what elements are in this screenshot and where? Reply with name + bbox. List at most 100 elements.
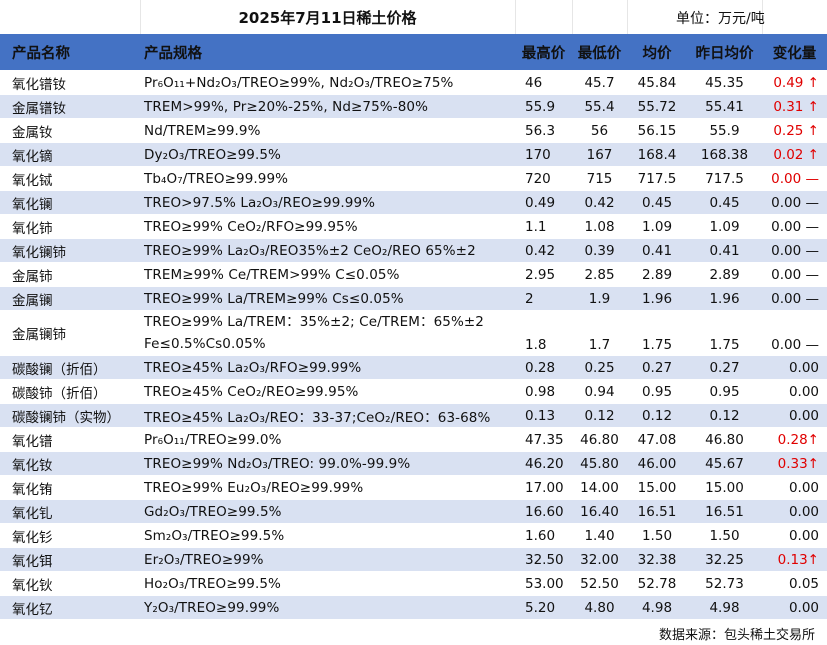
low-price-cell: 52.50	[572, 571, 627, 596]
avg-price-cell: 0.45	[627, 190, 687, 215]
product-spec-cell: TREO≥99% Eu₂O₃/REO≥99.99%	[140, 475, 515, 500]
low-price-cell: 0.94	[572, 379, 627, 404]
prev-avg-price-cell: 16.51	[687, 499, 762, 524]
low-price-cell: 56	[572, 118, 627, 143]
product-name-cell: 氧化镝	[0, 142, 140, 167]
product-spec-cell: TREO≥99% CeO₂/RFO≥99.95%	[140, 214, 515, 239]
prev-avg-price-cell: 55.9	[687, 118, 762, 143]
avg-price-cell: 45.84	[627, 70, 687, 95]
change-cell: 0.00	[762, 595, 827, 620]
product-name-cell: 氧化镨钕	[0, 70, 140, 95]
table-row: 金属铈 TREM≥99% Ce/TREM>99% C≤0.05% 2.95 2.85 2…	[0, 262, 827, 287]
table-row: 氧化镧铈 TREO≥99% La₂O₃/REO35%±2 CeO₂/REO 65%…	[0, 238, 827, 263]
product-spec-cell: Pr₆O₁₁/TREO≥99.0%	[140, 427, 515, 452]
product-name-cell: 碳酸铈（折佰）	[0, 379, 140, 404]
low-price-cell: 0.25	[572, 355, 627, 380]
prev-avg-price-cell: 1.75	[687, 310, 762, 356]
product-spec-cell: TREO≥45% La₂O₃/REO：33-37;CeO₂/REO：63-68%	[140, 403, 515, 428]
high-price-cell: 720	[515, 166, 572, 191]
product-spec-cell: TREM≥99% Ce/TREM>99% C≤0.05%	[140, 262, 515, 287]
table-row: 氧化钬 Ho₂O₃/TREO≥99.5% 53.00 52.50 52.78 52.73 0…	[0, 571, 827, 596]
product-name-cell: 氧化镨	[0, 427, 140, 452]
low-price-cell: 16.40	[572, 499, 627, 524]
table-row: 氧化钆 Gd₂O₃/TREO≥99.5% 16.60 16.40 16.51 16.51 0…	[0, 499, 827, 524]
high-price-cell: 1.1	[515, 214, 572, 239]
low-price-cell: 55.4	[572, 94, 627, 119]
product-name-cell: 氧化钇	[0, 595, 140, 620]
change-cell: 0.13↑	[762, 547, 827, 572]
high-price-cell: 46	[515, 70, 572, 95]
prev-avg-price-cell: 0.41	[687, 238, 762, 263]
high-price-cell: 5.20	[515, 595, 572, 620]
product-name-cell: 金属铈	[0, 262, 140, 287]
product-name-cell: 金属镧铈	[0, 310, 140, 356]
avg-price-cell: 32.38	[627, 547, 687, 572]
prev-avg-price-cell: 52.73	[687, 571, 762, 596]
prev-avg-price-cell: 1.50	[687, 523, 762, 548]
grid-line	[762, 0, 763, 34]
table-row: 碳酸镧铈（实物） TREO≥45% La₂O₃/REO：33-37;CeO₂/RE…	[0, 403, 827, 428]
table-row: 金属镧 TREO≥99% La/TREM≥99% Cs≤0.05% 2 1.9 1.96…	[0, 286, 827, 311]
grid-line	[572, 0, 573, 34]
avg-price-cell: 2.89	[627, 262, 687, 287]
product-spec-cell: Nd/TREM≥99.9%	[140, 118, 515, 143]
table-row: 氧化铒 Er₂O₃/TREO≥99% 32.50 32.00 32.38 32.25 0.1…	[0, 547, 827, 572]
high-price-cell: 32.50	[515, 547, 572, 572]
table-row: 氧化钕 TREO≥99% Nd₂O₃/TREO: 99.0%-99.9% 46.20…	[0, 451, 827, 476]
product-spec-cell: TREO≥99% La₂O₃/REO35%±2 CeO₂/REO 65%±2	[140, 238, 515, 263]
avg-price-cell: 46.00	[627, 451, 687, 476]
product-name-cell: 氧化镧	[0, 190, 140, 215]
high-price-cell: 47.35	[515, 427, 572, 452]
product-name-cell: 氧化铈	[0, 214, 140, 239]
grid-line	[515, 0, 516, 34]
prev-avg-price-cell: 168.38	[687, 142, 762, 167]
prev-avg-price-cell: 32.25	[687, 547, 762, 572]
avg-price-cell: 1.09	[627, 214, 687, 239]
change-cell: 0.02 ↑	[762, 142, 827, 167]
low-price-cell: 167	[572, 142, 627, 167]
change-cell: 0.00	[762, 379, 827, 404]
product-name-cell: 氧化钆	[0, 499, 140, 524]
table-row: 氧化铽 Tb₄O₇/TREO≥99.99% 720 715 717.5 717.5 0.00…	[0, 166, 827, 191]
product-name-cell: 氧化钐	[0, 523, 140, 548]
title-row: 2025年7月11日稀土价格 单位：万元/吨	[0, 0, 827, 35]
low-price-cell: 1.08	[572, 214, 627, 239]
prev-avg-price-cell: 4.98	[687, 595, 762, 620]
table-row: 氧化钇 Y₂O₃/TREO≥99.99% 5.20 4.80 4.98 4.98 0.00	[0, 595, 827, 620]
product-spec-cell: TREO>97.5% La₂O₃/REO≥99.99%	[140, 190, 515, 215]
product-name-cell: 碳酸镧（折佰）	[0, 355, 140, 380]
low-price-cell: 1.7	[572, 310, 627, 356]
low-price-cell: 14.00	[572, 475, 627, 500]
low-price-cell: 1.40	[572, 523, 627, 548]
product-spec-cell: TREO≥45% La₂O₃/RFO≥99.99%	[140, 355, 515, 380]
avg-price-cell: 0.41	[627, 238, 687, 263]
low-price-cell: 2.85	[572, 262, 627, 287]
product-spec-cell: TREO≥45% CeO₂/REO≥99.95%	[140, 379, 515, 404]
high-price-cell: 1.60	[515, 523, 572, 548]
data-source: 数据来源：包头稀土交易所	[658, 628, 815, 643]
high-price-cell: 56.3	[515, 118, 572, 143]
change-cell: 0.00 —	[762, 214, 827, 239]
header-change: 变化量	[762, 34, 827, 71]
prev-avg-price-cell: 0.45	[687, 190, 762, 215]
table-row: 氧化镨 Pr₆O₁₁/TREO≥99.0% 47.35 46.80 47.08 46.80…	[0, 427, 827, 452]
product-spec-cell: Sm₂O₃/TREO≥99.5%	[140, 523, 515, 548]
low-price-cell: 45.7	[572, 70, 627, 95]
product-name-cell: 氧化铕	[0, 475, 140, 500]
product-spec-cell: TREM>99%, Pr≥20%-25%, Nd≥75%-80%	[140, 94, 515, 119]
high-price-cell: 16.60	[515, 499, 572, 524]
product-spec-cell: Y₂O₃/TREO≥99.99%	[140, 595, 515, 620]
low-price-cell: 4.80	[572, 595, 627, 620]
change-cell: 0.25 ↑	[762, 118, 827, 143]
change-cell: 0.00	[762, 475, 827, 500]
table-row: 碳酸镧（折佰） TREO≥45% La₂O₃/RFO≥99.99% 0.28 0.25…	[0, 355, 827, 380]
prev-avg-price-cell: 15.00	[687, 475, 762, 500]
change-cell: 0.00	[762, 523, 827, 548]
product-spec-cell: TREO≥99% La/TREM≥99% Cs≤0.05%	[140, 286, 515, 311]
high-price-cell: 53.00	[515, 571, 572, 596]
avg-price-cell: 168.4	[627, 142, 687, 167]
avg-price-cell: 717.5	[627, 166, 687, 191]
high-price-cell: 2.95	[515, 262, 572, 287]
unit-label: 单位：万元/吨	[676, 11, 765, 27]
high-price-cell: 17.00	[515, 475, 572, 500]
